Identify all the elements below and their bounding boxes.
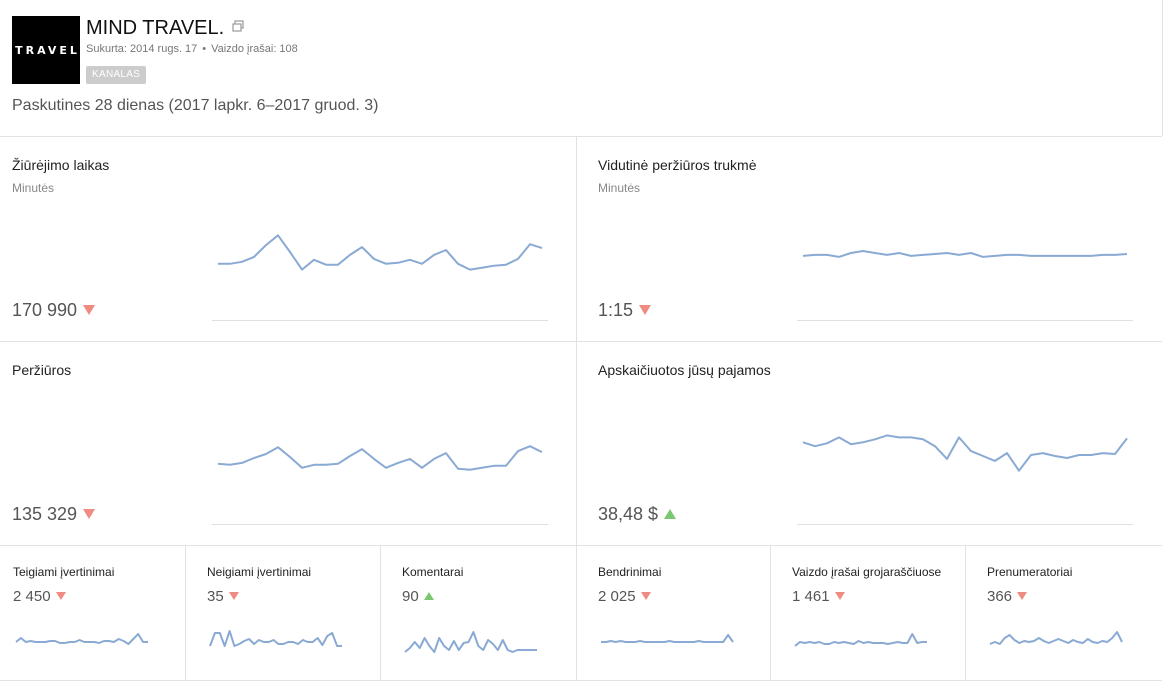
metric-chart [212, 234, 548, 321]
metric-unit: Minutės [12, 181, 55, 195]
external-link-icon[interactable] [232, 20, 244, 32]
divider [965, 545, 966, 680]
series-line [15, 633, 148, 645]
metric-value: 90 [402, 588, 434, 605]
channel-avatar[interactable]: TRAVEL [12, 16, 80, 84]
metric-value-text: 35 [207, 588, 224, 605]
series-line [794, 633, 927, 647]
metric-title: Apskaičiuotos jūsų pajamos [598, 362, 771, 378]
metric-value: 2 025 [598, 588, 651, 605]
channel-header: TRAVEL MIND TRAVEL. Sukurta: 2014 rugs. … [0, 0, 1162, 136]
metric-card-videos-in-playlists[interactable]: Vaizdo įrašai grojaraščiuose 1 461 [779, 546, 965, 680]
metric-value-text: 38,48 $ [598, 504, 659, 524]
metric-title: Bendrinimai [598, 565, 662, 579]
series-line [601, 634, 734, 643]
metric-card-views[interactable]: Peržiūros 135 329 [0, 342, 576, 545]
metric-title: Komentarai [402, 565, 464, 579]
trend-down-icon [640, 592, 651, 600]
series-line [209, 630, 342, 647]
metric-value: 1:15 [598, 300, 652, 321]
metric-card-likes[interactable]: Teigiami įvertinimai 2 450 [0, 546, 185, 680]
metric-chart [797, 434, 1133, 525]
metric-value: 2 450 [13, 588, 66, 605]
metric-sparkline [989, 631, 1123, 645]
metric-title: Vaizdo įrašai grojaraščiuose [792, 565, 942, 579]
series-line [404, 631, 537, 653]
metric-title: Vidutinė peržiūros trukmė [598, 157, 757, 173]
metric-title: Teigiami įvertinimai [13, 565, 115, 579]
metric-value-text: 366 [987, 588, 1013, 605]
metric-value-text: 1 461 [792, 588, 830, 605]
series-line [217, 445, 543, 471]
divider [0, 341, 1162, 342]
metric-value-text: 170 990 [12, 300, 78, 320]
metric-title: Neigiami įvertinimai [207, 565, 312, 579]
metric-value-text: 2 450 [13, 588, 51, 605]
trend-down-icon [83, 509, 96, 519]
trend-down-icon [1017, 592, 1028, 600]
series-line [802, 434, 1128, 472]
trend-down-icon [639, 305, 652, 315]
channel-video-count: Vaizdo įrašai: 108 [211, 43, 298, 55]
metric-value-text: 90 [402, 588, 419, 605]
metric-sparkline [404, 631, 537, 653]
metric-title: Žiūrėjimo laikas [12, 157, 110, 173]
trend-up-icon [664, 509, 677, 519]
series-line [218, 234, 543, 271]
metric-value: 38,48 $ [598, 504, 677, 525]
metric-chart [797, 250, 1133, 321]
channel-meta: Sukurta: 2014 rugs. 17 • Vaizdo įrašai: 10… [86, 43, 298, 55]
trend-down-icon [834, 592, 845, 600]
trend-down-icon [55, 592, 66, 600]
channel-created: Sukurta: 2014 rugs. 17 [86, 43, 198, 55]
metric-value: 1 461 [792, 588, 845, 605]
metric-sparkline [15, 633, 148, 645]
channel-badge: KANALAS [86, 66, 147, 84]
period-label: Paskutines 28 dienas (2017 lapkr. 6–2017… [12, 97, 379, 114]
metric-value: 35 [207, 588, 239, 605]
metric-card-shares[interactable]: Bendrinimai 2 025 [585, 546, 770, 680]
metric-card-subscribers[interactable]: Prenumeratoriai 366 [974, 546, 1162, 680]
metric-value: 170 990 [12, 300, 96, 321]
metric-card-watch-time[interactable]: Žiūrėjimo laikas Minutės 170 990 [0, 137, 576, 341]
metric-value-text: 135 329 [12, 504, 78, 524]
metric-value-text: 2 025 [598, 588, 636, 605]
trend-down-icon [83, 305, 96, 315]
metric-sparkline [794, 633, 927, 647]
trend-down-icon [228, 592, 239, 600]
metric-card-comments[interactable]: Komentarai 90 [389, 546, 576, 680]
series-line [802, 250, 1128, 258]
meta-separator: • [202, 43, 207, 55]
channel-title[interactable]: MIND TRAVEL. [86, 17, 225, 39]
metric-title: Prenumeratoriai [987, 565, 1073, 579]
divider [770, 545, 771, 680]
metric-card-estimated-revenue[interactable]: Apskaičiuotos jūsų pajamos 38,48 $ [577, 342, 1162, 545]
trend-up-icon [423, 592, 434, 600]
divider [1162, 0, 1163, 136]
metric-card-dislikes[interactable]: Neigiami įvertinimai 35 [194, 546, 380, 680]
metric-card-avg-view-duration[interactable]: Vidutinė peržiūros trukmė Minutės 1:15 [577, 137, 1162, 341]
metric-unit: Minutės [598, 181, 641, 195]
divider [185, 545, 186, 680]
metric-value-text: 1:15 [598, 300, 634, 320]
divider [576, 136, 577, 680]
series-line [989, 631, 1123, 645]
divider [0, 136, 1162, 137]
divider [380, 545, 381, 680]
metric-value: 135 329 [12, 504, 96, 525]
divider [0, 680, 1162, 681]
metric-chart [212, 445, 548, 525]
divider [0, 545, 1162, 546]
metric-value: 366 [987, 588, 1028, 605]
metric-sparkline [601, 634, 734, 643]
metric-title: Peržiūros [12, 362, 72, 378]
metric-sparkline [209, 630, 342, 647]
